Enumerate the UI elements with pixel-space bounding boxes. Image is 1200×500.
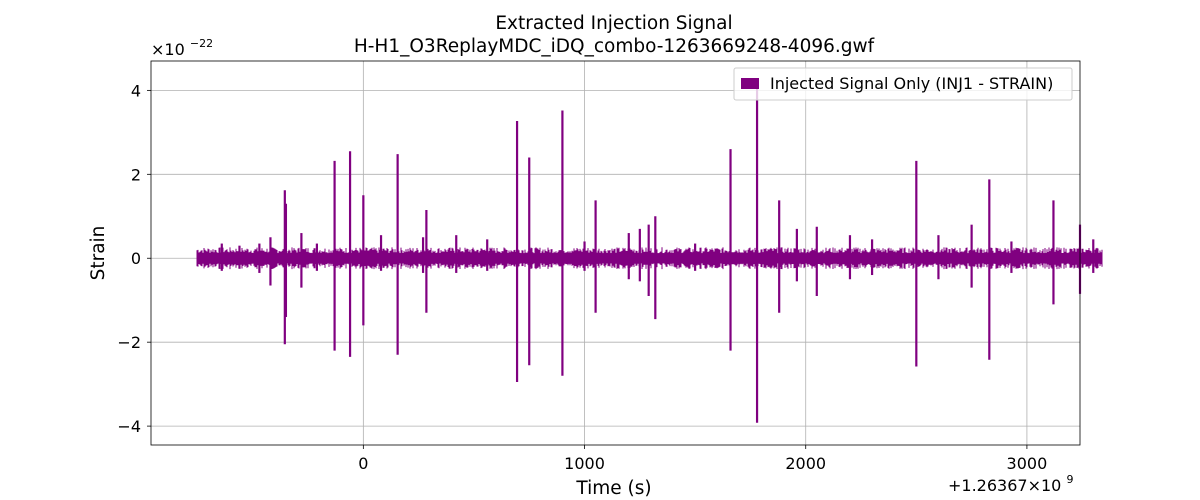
x-tick-label: 1000 (564, 454, 605, 473)
chart-subtitle: H-H1_O3ReplayMDC_iDQ_combo-1263669248-40… (354, 36, 875, 57)
chart-title: Extracted Injection Signal (495, 13, 732, 34)
x-tick-label: 2000 (785, 454, 826, 473)
x-tick-label: 3000 (1007, 454, 1048, 473)
x-tick-label: 0 (358, 454, 368, 473)
legend-swatch (741, 78, 759, 89)
y-scale-base: ×10 (151, 40, 185, 59)
series-injected-signal (196, 78, 1103, 423)
y-tick-label: 2 (131, 165, 141, 184)
legend-box (733, 67, 1073, 101)
plot-frame (150, 60, 1081, 446)
y-axis-label: Strain (88, 226, 109, 281)
x-offset-exponent: 9 (1066, 473, 1073, 486)
legend: Injected Signal Only (INJ1 - STRAIN) (733, 67, 1073, 101)
x-offset-base: +1.26367×10 (948, 476, 1061, 495)
legend-label: Injected Signal Only (INJ1 - STRAIN) (770, 74, 1053, 93)
axis-ticks: 0 1000 2000 3000 −4 −2 0 2 4 (117, 81, 1047, 473)
x-offset-label: +1.26367×10 9 (948, 473, 1073, 495)
y-tick-label: −4 (117, 417, 141, 436)
x-axis-label: Time (s) (575, 478, 651, 499)
y-scale-label: ×10 −22 (151, 37, 213, 59)
y-tick-label: 4 (131, 81, 141, 100)
y-tick-label: −2 (117, 333, 141, 352)
y-scale-exponent: −22 (190, 37, 213, 50)
y-tick-label: 0 (131, 249, 141, 268)
